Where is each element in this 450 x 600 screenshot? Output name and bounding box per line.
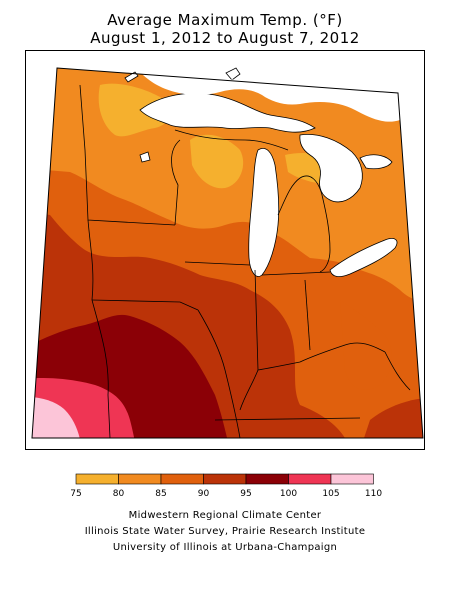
region-frame <box>31 67 424 439</box>
border-minnesota <box>79 84 176 226</box>
legend-tick-label: 105 <box>322 489 339 499</box>
credit-line-1: Midwestern Regional Climate Center <box>128 510 322 521</box>
legend-swatch-85-90 <box>160 473 204 485</box>
color-legend: 75 80 85 90 95 100 105 110 <box>70 473 382 499</box>
zone-75-80-north <box>190 134 244 189</box>
lake-erie <box>329 238 398 278</box>
border-ohio-river <box>257 342 386 371</box>
border-iowa-south <box>91 299 199 311</box>
legend-tick-label: 110 <box>365 489 382 499</box>
zone-75-80-west <box>98 83 171 137</box>
map-date-range: August 1, 2012 to August 7, 2012 <box>90 29 360 47</box>
map-title: Average Maximum Temp. (°F) <box>107 11 343 29</box>
zone-85-90-east <box>340 300 392 390</box>
credit-line-3: University of Illinois at Urbana-Champai… <box>112 542 338 553</box>
temperature-fill <box>32 68 423 438</box>
lake-superior <box>139 92 316 133</box>
legend-tick-label: 80 <box>113 489 125 499</box>
border-wi-il <box>184 261 251 266</box>
credit-line-2: Illinois State Water Survey, Prairie Res… <box>84 526 366 537</box>
border-mn-wi <box>171 139 181 226</box>
border-lower-peninsula <box>277 175 331 273</box>
canada-area <box>140 72 400 122</box>
border-mi-in-oh <box>261 271 331 276</box>
border-upper-peninsula <box>174 129 289 151</box>
legend-swatch-90-95 <box>203 473 247 485</box>
legend-swatch-100-105 <box>288 473 332 485</box>
legend-swatch-95-100 <box>245 473 289 485</box>
border-in-oh <box>304 279 311 351</box>
legend-tick-label: 95 <box>240 489 251 499</box>
border-mississippi-river <box>197 309 241 439</box>
legend-tick-label: 90 <box>198 489 210 499</box>
legend-swatch-80-85 <box>118 473 162 485</box>
isle-royale <box>124 71 139 83</box>
border-ky-tn <box>214 417 361 421</box>
border-missouri-west <box>91 299 111 439</box>
lake-mille-lacs <box>139 151 151 163</box>
legend-tick-label: 100 <box>280 489 297 499</box>
lake-winnebago <box>225 67 241 81</box>
legend-swatch-75-80 <box>75 473 119 485</box>
state-borders <box>79 84 411 439</box>
great-lakes <box>124 67 398 278</box>
border-ky-wv-va <box>384 351 411 391</box>
zone-105-110 <box>32 397 82 438</box>
border-il-in <box>239 269 259 411</box>
legend-tick-label: 85 <box>155 489 166 499</box>
lake-huron <box>299 133 363 203</box>
temperature-map <box>25 50 425 450</box>
legend-swatch-105-110 <box>330 473 374 485</box>
border-iowa-west <box>87 219 94 301</box>
legend-tick-label: 75 <box>70 489 81 499</box>
map-frame <box>25 50 425 450</box>
zone-90-95-southeast <box>360 398 423 438</box>
lake-ontario <box>359 154 393 170</box>
